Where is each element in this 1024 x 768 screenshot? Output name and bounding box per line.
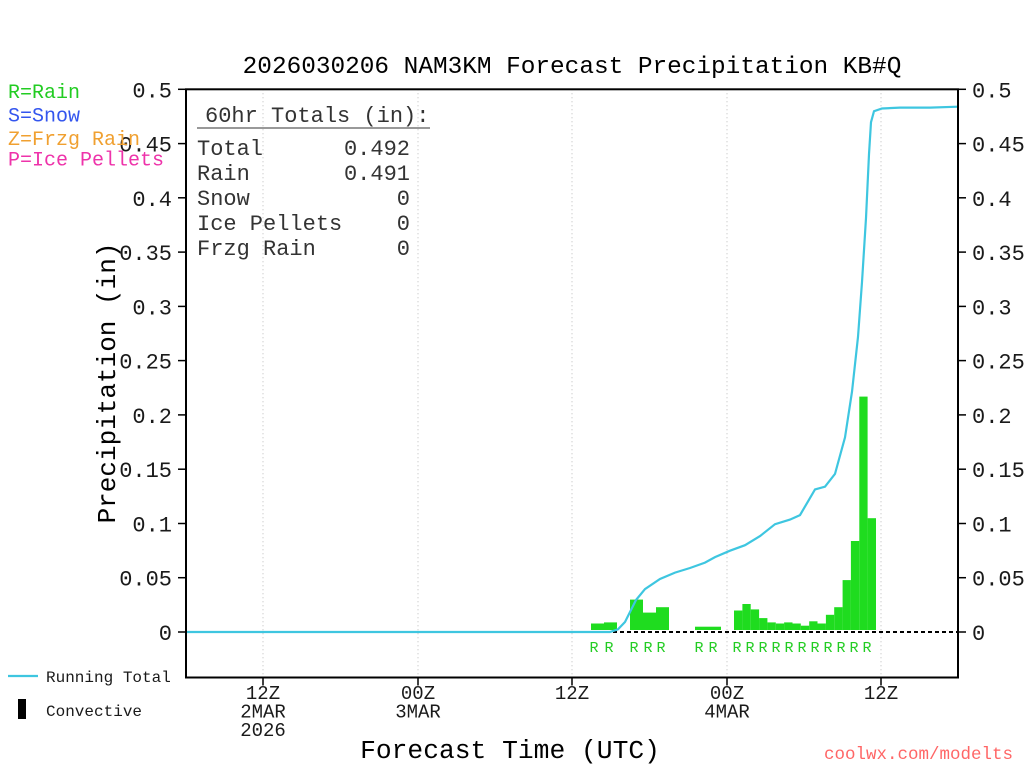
svg-text:Rain: Rain xyxy=(197,162,250,187)
svg-text:Forecast Time (UTC): Forecast Time (UTC) xyxy=(360,736,660,766)
svg-text:R: R xyxy=(604,640,613,657)
svg-text:R: R xyxy=(849,640,858,657)
svg-text:R=Rain: R=Rain xyxy=(8,82,80,105)
svg-text:coolwx.com/modelts: coolwx.com/modelts xyxy=(824,745,1013,765)
svg-text:0.1: 0.1 xyxy=(972,514,1012,539)
svg-text:0: 0 xyxy=(972,622,985,647)
svg-text:R: R xyxy=(629,640,638,657)
svg-text:0: 0 xyxy=(159,622,172,647)
svg-text:R: R xyxy=(758,640,767,657)
svg-text:0.15: 0.15 xyxy=(972,459,1024,484)
svg-text:Ice Pellets: Ice Pellets xyxy=(197,212,342,237)
svg-text:Snow: Snow xyxy=(197,187,250,212)
svg-text:R: R xyxy=(708,640,717,657)
svg-text:R: R xyxy=(784,640,793,657)
svg-text:0.05: 0.05 xyxy=(972,568,1024,593)
svg-text:R: R xyxy=(745,640,754,657)
svg-text:0.35: 0.35 xyxy=(119,242,172,267)
svg-text:0: 0 xyxy=(397,237,410,262)
svg-text:0.05: 0.05 xyxy=(119,568,172,593)
svg-text:R: R xyxy=(656,640,665,657)
svg-text:R: R xyxy=(836,640,845,657)
svg-text:R: R xyxy=(732,640,741,657)
svg-text:P=Ice Pellets: P=Ice Pellets xyxy=(8,150,164,173)
svg-text:12Z: 12Z xyxy=(555,683,589,705)
svg-text:Precipitation (in): Precipitation (in) xyxy=(93,243,123,524)
svg-text:Frzg Rain: Frzg Rain xyxy=(197,237,316,262)
svg-text:0.4: 0.4 xyxy=(972,188,1012,213)
svg-text:0.492: 0.492 xyxy=(344,137,410,162)
svg-text:0.1: 0.1 xyxy=(132,514,172,539)
svg-text:4MAR: 4MAR xyxy=(704,702,750,724)
svg-text:2026030206 NAM3KM Forecast Pre: 2026030206 NAM3KM Forecast Precipitation… xyxy=(243,54,902,81)
svg-text:0.4: 0.4 xyxy=(132,188,172,213)
svg-text:0.25: 0.25 xyxy=(119,351,172,376)
svg-text:0.491: 0.491 xyxy=(344,162,410,187)
svg-text:3MAR: 3MAR xyxy=(395,702,441,724)
svg-text:0.2: 0.2 xyxy=(972,405,1012,430)
svg-text:0.45: 0.45 xyxy=(972,134,1024,159)
svg-text:Total: Total xyxy=(197,137,263,162)
svg-text:0.5: 0.5 xyxy=(972,79,1012,104)
svg-text:0.5: 0.5 xyxy=(132,79,172,104)
svg-text:0: 0 xyxy=(397,212,410,237)
svg-text:Running Total: Running Total xyxy=(46,669,171,687)
svg-text:Convective: Convective xyxy=(46,703,142,721)
svg-text:60hr Totals (in):: 60hr Totals (in): xyxy=(205,104,429,129)
svg-text:0: 0 xyxy=(397,187,410,212)
svg-text:0.35: 0.35 xyxy=(972,242,1024,267)
svg-text:R: R xyxy=(771,640,780,657)
svg-text:0.3: 0.3 xyxy=(972,296,1012,321)
svg-text:R: R xyxy=(643,640,652,657)
svg-text:S=Snow: S=Snow xyxy=(8,106,80,129)
svg-text:R: R xyxy=(589,640,598,657)
svg-text:2026: 2026 xyxy=(240,720,286,742)
svg-text:0.15: 0.15 xyxy=(119,459,172,484)
svg-text:R: R xyxy=(810,640,819,657)
svg-text:R: R xyxy=(862,640,871,657)
svg-text:R: R xyxy=(823,640,832,657)
svg-text:0.2: 0.2 xyxy=(132,405,172,430)
svg-text:0.3: 0.3 xyxy=(132,296,172,321)
svg-text:R: R xyxy=(694,640,703,657)
svg-text:0.25: 0.25 xyxy=(972,351,1024,376)
svg-text:R: R xyxy=(797,640,806,657)
svg-text:12Z: 12Z xyxy=(864,683,898,705)
